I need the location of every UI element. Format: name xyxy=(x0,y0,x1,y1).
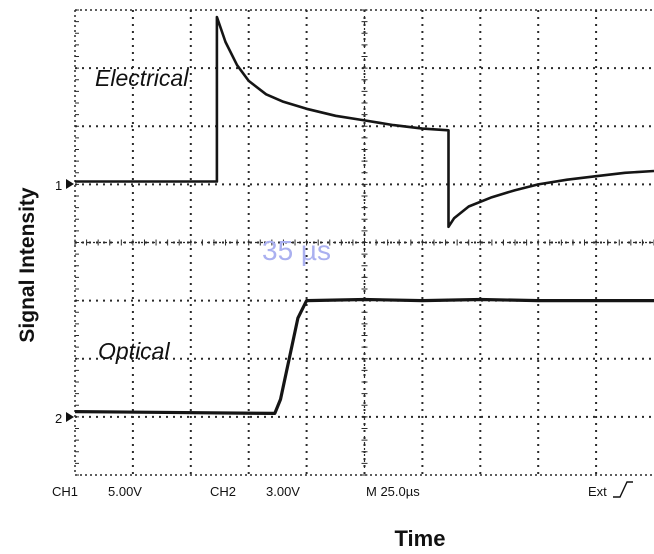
channel-1-marker-arrow xyxy=(66,179,74,189)
series-label-optical: Optical xyxy=(98,338,170,364)
trigger-source: Ext xyxy=(588,484,607,499)
channel-2-marker-arrow xyxy=(66,412,74,422)
time-scale: M 25.0µs xyxy=(366,484,420,499)
trace-electrical xyxy=(75,15,654,229)
grid xyxy=(74,9,654,476)
ch1-label: CH1 xyxy=(52,484,78,499)
traces xyxy=(74,15,654,415)
channel-1-marker: 1 xyxy=(55,178,62,193)
x-axis-label: Time xyxy=(395,526,446,551)
rising-edge-icon xyxy=(613,481,633,498)
ch2-label: CH2 xyxy=(210,484,236,499)
trace-optical xyxy=(74,297,654,415)
y-axis-label: Signal Intensity xyxy=(16,187,39,343)
annotation-35us: 35 µs xyxy=(262,235,331,266)
series-label-electrical: Electrical xyxy=(95,65,189,91)
ch1-scale: 5.00V xyxy=(108,484,142,499)
channel-2-marker: 2 xyxy=(55,411,62,426)
ch2-scale: 3.00V xyxy=(266,484,300,499)
